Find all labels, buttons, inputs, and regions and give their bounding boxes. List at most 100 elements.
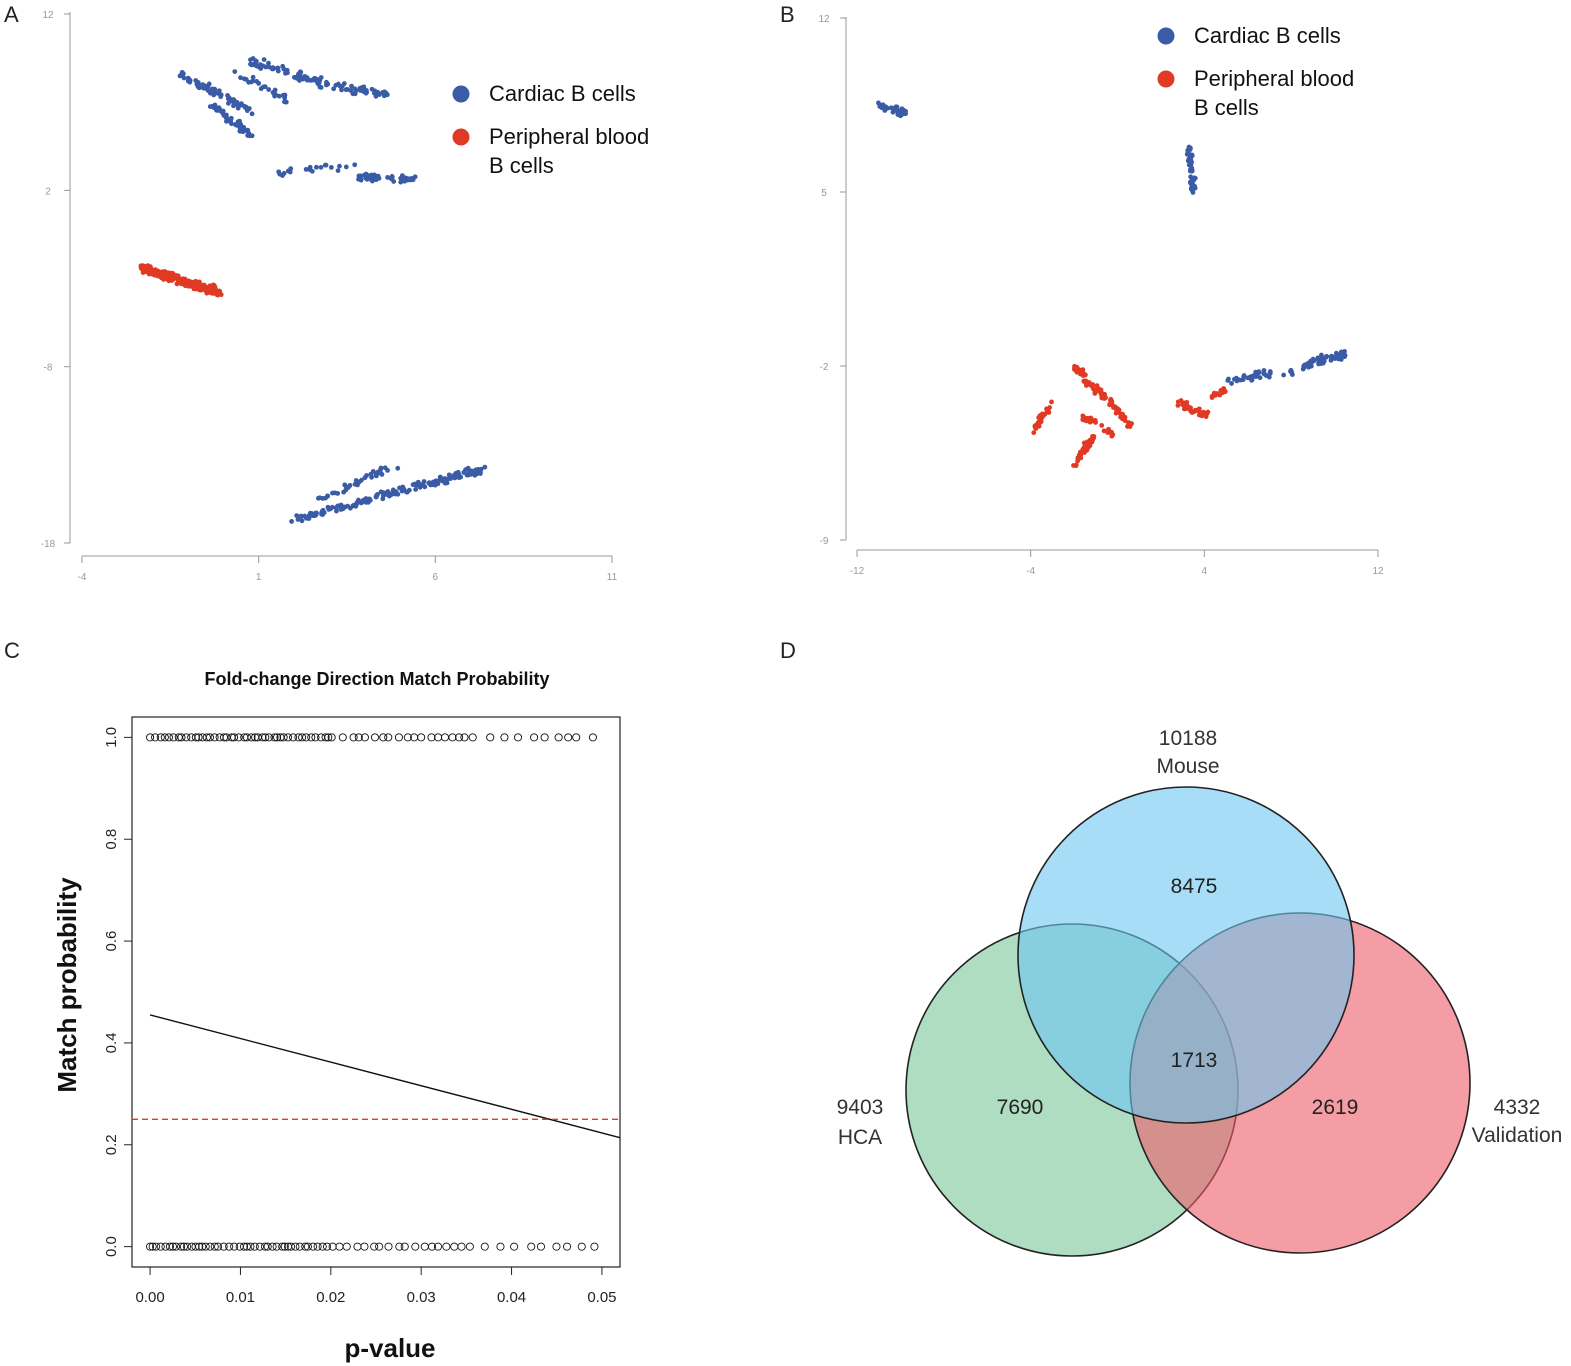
scatter-point <box>403 733 412 742</box>
y-tick-label: 0.6 <box>103 931 120 952</box>
scatter-point <box>1249 377 1255 383</box>
scatter-point <box>882 108 888 113</box>
scatter-point <box>283 70 288 76</box>
scatter-point <box>309 168 315 174</box>
scatter-point <box>1267 370 1273 376</box>
panel-c-points <box>146 733 599 1251</box>
scatter-point <box>1108 396 1114 402</box>
venn-validation-total: 4332 <box>1494 1096 1541 1119</box>
scatter-point <box>1038 419 1043 425</box>
y-tick-label: 0.0 <box>103 1236 120 1257</box>
scatter-point <box>442 1242 451 1251</box>
scatter-point <box>291 1242 300 1251</box>
scatter-point <box>198 1242 207 1251</box>
scatter-point <box>245 132 251 138</box>
scatter-point <box>1084 416 1090 421</box>
scatter-point <box>373 177 379 183</box>
scatter-point <box>448 733 457 742</box>
scatter-point <box>1175 403 1181 408</box>
scatter-point <box>1080 371 1086 377</box>
venn-region-validation-only: 2619 <box>1312 1096 1359 1119</box>
scatter-point <box>302 513 308 519</box>
scatter-point <box>275 68 281 74</box>
scatter-point <box>196 85 202 91</box>
scatter-point <box>378 489 384 495</box>
scatter-point <box>1238 377 1243 383</box>
panel-c-scatter: Fold-change Direction Match Probability … <box>52 669 621 1363</box>
scatter-point <box>1340 350 1346 356</box>
scatter-point <box>468 733 477 742</box>
scatter-point <box>1189 409 1195 415</box>
scatter-point <box>218 94 224 100</box>
scatter-point <box>375 1242 384 1251</box>
scatter-point <box>177 733 186 742</box>
scatter-point <box>182 733 191 742</box>
scatter-point <box>311 733 320 742</box>
scatter-point <box>234 123 240 128</box>
scatter-point <box>230 1242 239 1251</box>
scatter-point <box>262 84 268 90</box>
scatter-point <box>217 107 222 113</box>
scatter-point <box>207 290 213 295</box>
scatter-point <box>1241 374 1247 380</box>
y-tick-label: 12 <box>818 14 830 25</box>
scatter-point <box>289 518 295 524</box>
scatter-point <box>1319 358 1325 364</box>
scatter-point <box>417 482 423 487</box>
scatter-point <box>337 83 343 89</box>
scatter-point <box>572 733 581 742</box>
scatter-point <box>162 269 168 274</box>
scatter-point <box>394 733 403 742</box>
legend-marker <box>452 128 470 146</box>
scatter-point <box>181 281 187 287</box>
scatter-point <box>195 1242 204 1251</box>
scatter-point <box>1209 393 1215 399</box>
scatter-point <box>272 733 282 742</box>
scatter-point <box>382 89 387 95</box>
scatter-point <box>229 121 234 127</box>
scatter-point <box>1122 414 1128 420</box>
scatter-point <box>1336 353 1342 359</box>
scatter-point <box>527 1242 536 1251</box>
scatter-point <box>472 472 478 478</box>
scatter-point <box>151 733 160 742</box>
scatter-point <box>228 97 234 102</box>
scatter-point <box>307 164 313 170</box>
scatter-point <box>400 1242 409 1251</box>
scatter-point <box>314 164 319 170</box>
scatter-point <box>258 733 267 742</box>
scatter-point <box>577 1242 586 1251</box>
scatter-point <box>349 733 358 742</box>
scatter-point <box>237 118 242 124</box>
scatter-point <box>1192 185 1198 191</box>
scatter-point <box>191 1242 200 1251</box>
scatter-point <box>513 733 523 742</box>
scatter-point <box>209 86 215 92</box>
scatter-point <box>344 86 350 92</box>
scatter-point <box>169 733 178 742</box>
scatter-point <box>250 74 256 80</box>
scatter-point <box>422 484 428 490</box>
scatter-point <box>225 1242 234 1251</box>
scatter-point <box>298 513 304 519</box>
scatter-point <box>206 1242 215 1251</box>
scatter-point <box>246 1242 255 1251</box>
scatter-point <box>1190 177 1196 183</box>
scatter-point <box>295 517 301 522</box>
scatter-point <box>193 278 199 284</box>
legend-label: Cardiac B cells <box>489 81 636 106</box>
x-tick-label: 0.05 <box>587 1289 616 1306</box>
scatter-point <box>351 502 357 508</box>
scatter-point <box>893 106 898 112</box>
scatter-point <box>179 1242 188 1251</box>
scatter-point <box>223 118 229 124</box>
scatter-point <box>1266 374 1272 380</box>
scatter-point <box>364 499 369 505</box>
scatter-point <box>248 57 253 63</box>
scatter-point <box>161 1242 170 1251</box>
scatter-point <box>590 1242 599 1251</box>
scatter-point <box>232 69 238 75</box>
x-tick-label: 11 <box>607 572 618 583</box>
scatter-point <box>286 1242 296 1251</box>
